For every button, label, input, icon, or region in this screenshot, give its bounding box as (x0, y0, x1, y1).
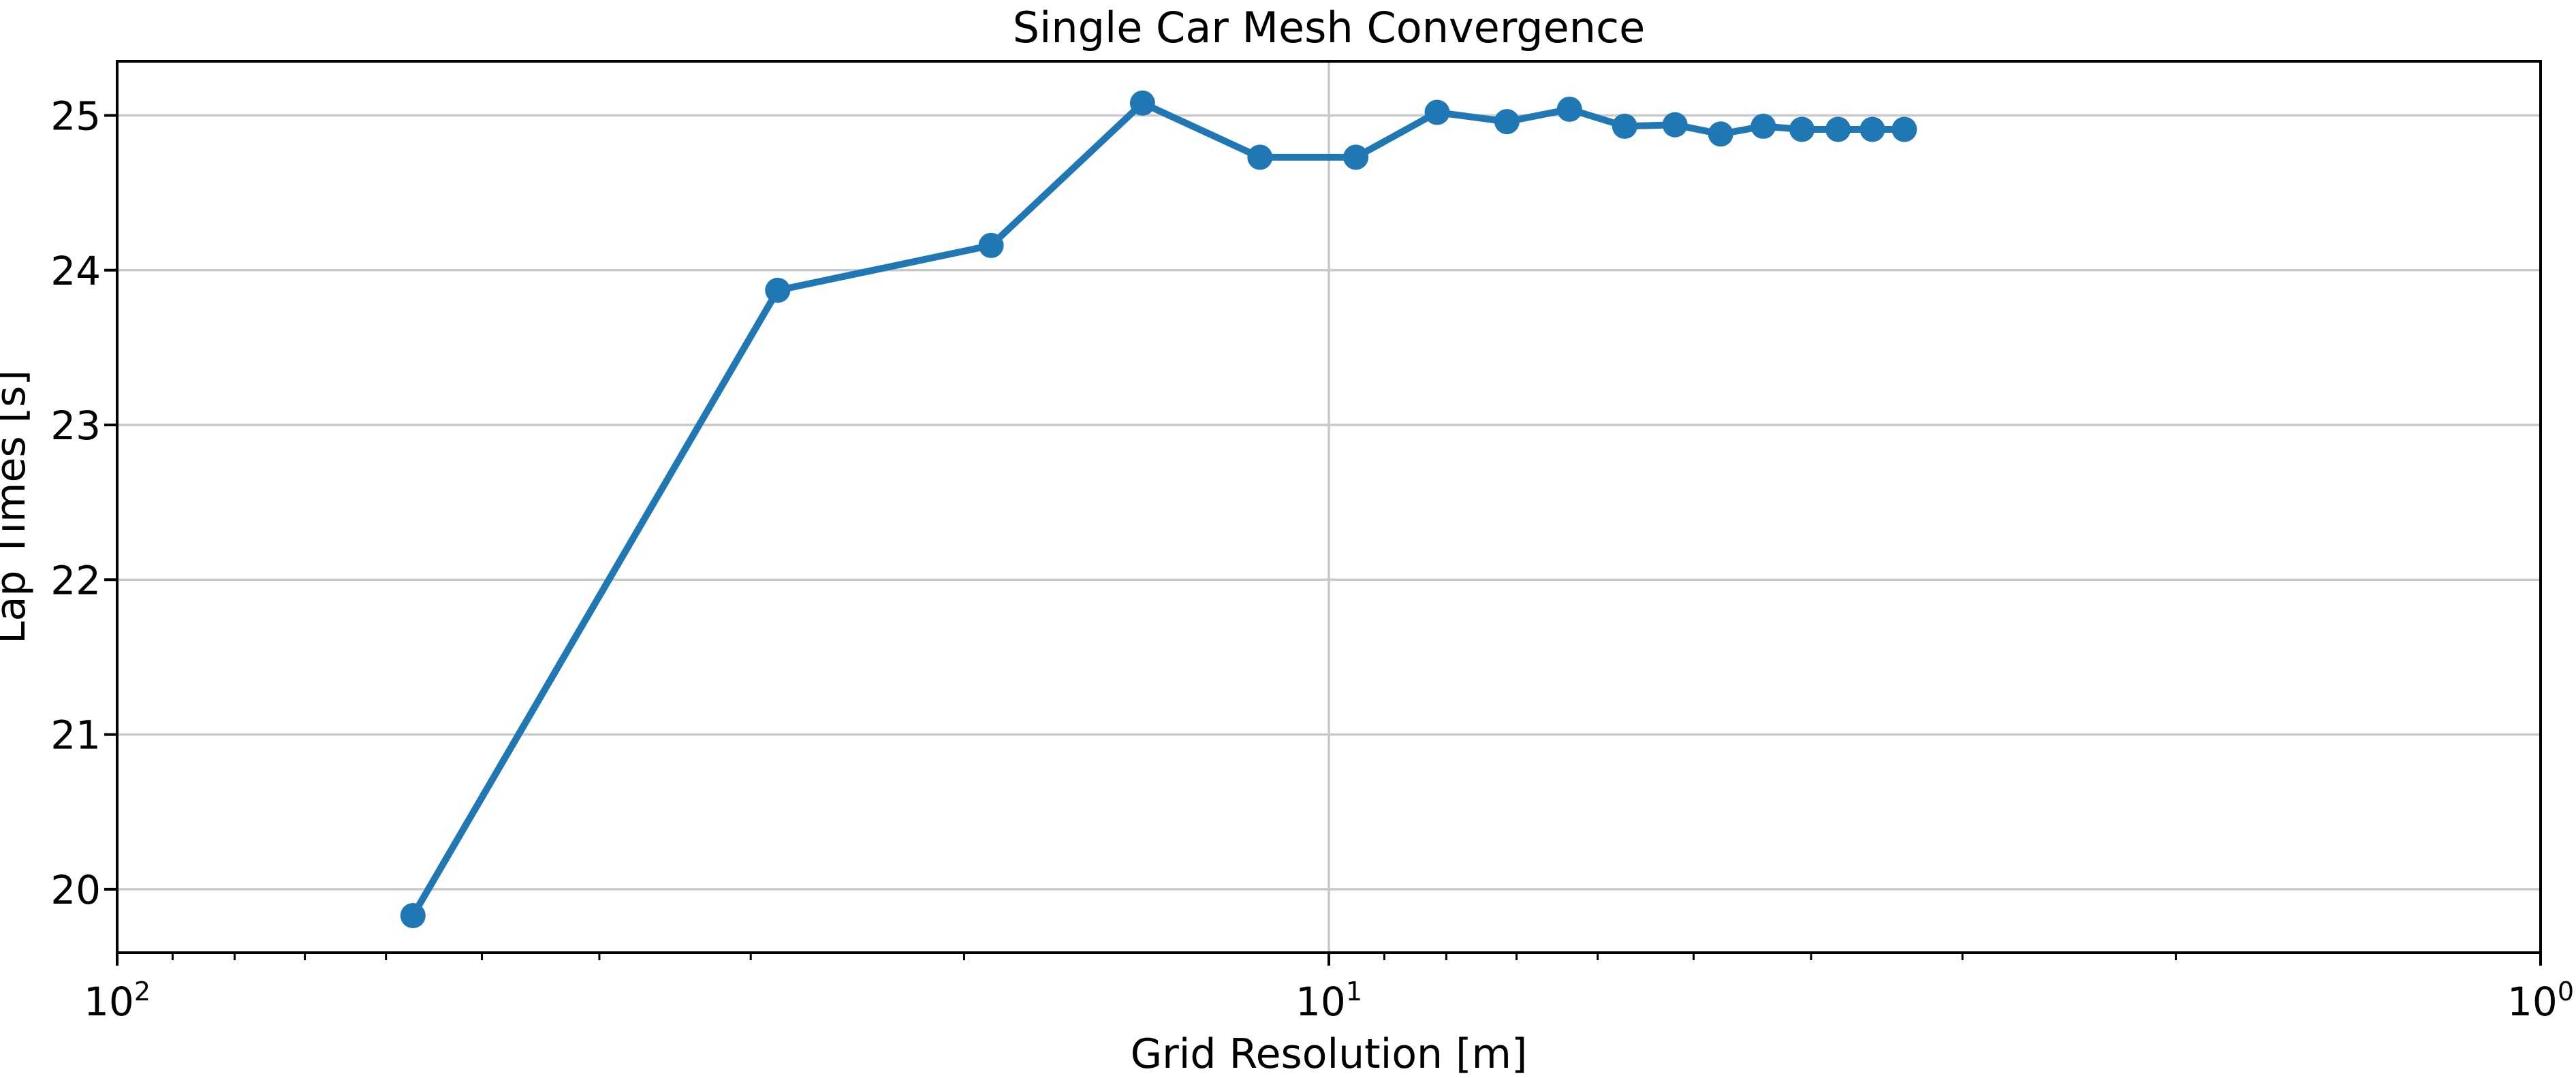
data-point-lap-times-12 (1750, 113, 1776, 139)
data-point-lap-times-2 (978, 232, 1004, 258)
data-point-lap-times-9 (1612, 113, 1637, 139)
data-point-lap-times-5 (1343, 144, 1369, 170)
y-axis-label: Lap Times [s] (0, 370, 35, 644)
x-tick-label-1: 100 (2507, 977, 2574, 1025)
y-tick-label-25: 25 (50, 93, 101, 140)
data-point-lap-times-8 (1556, 96, 1582, 122)
x-tick-label-100: 102 (84, 977, 151, 1025)
y-tick-label-20: 20 (50, 867, 101, 913)
y-tick-label-23: 23 (50, 402, 101, 449)
axis-ticks (104, 114, 2542, 966)
y-tick-label-22: 22 (50, 557, 101, 603)
data-point-lap-times-4 (1247, 144, 1273, 170)
chart-title: Single Car Mesh Convergence (1013, 3, 1646, 52)
x-tick-label-10: 101 (1295, 977, 1362, 1025)
data-point-lap-times-3 (1129, 90, 1155, 116)
data-point-lap-times-15 (1859, 116, 1885, 142)
gridlines (116, 61, 2542, 953)
data-point-lap-times-14 (1825, 116, 1851, 142)
tick-labels: 20 21 22 23 24 25 102 101 100 (50, 93, 2574, 1025)
data-point-lap-times-1 (765, 277, 791, 303)
data-point-lap-times-11 (1708, 121, 1733, 147)
y-tick-label-24: 24 (50, 248, 101, 294)
series-line-lap-times (409, 99, 1908, 919)
data-point-lap-times-6 (1424, 99, 1450, 125)
x-axis-label: Grid Resolution [m] (1131, 1030, 1528, 1078)
data-point-lap-times-10 (1662, 112, 1688, 138)
data-point-lap-times-7 (1494, 109, 1520, 135)
data-series (400, 90, 1917, 928)
data-point-lap-times-16 (1891, 116, 1917, 142)
y-tick-label-21: 21 (50, 712, 101, 759)
data-point-lap-times-0 (400, 903, 426, 928)
data-point-lap-times-13 (1789, 116, 1815, 142)
